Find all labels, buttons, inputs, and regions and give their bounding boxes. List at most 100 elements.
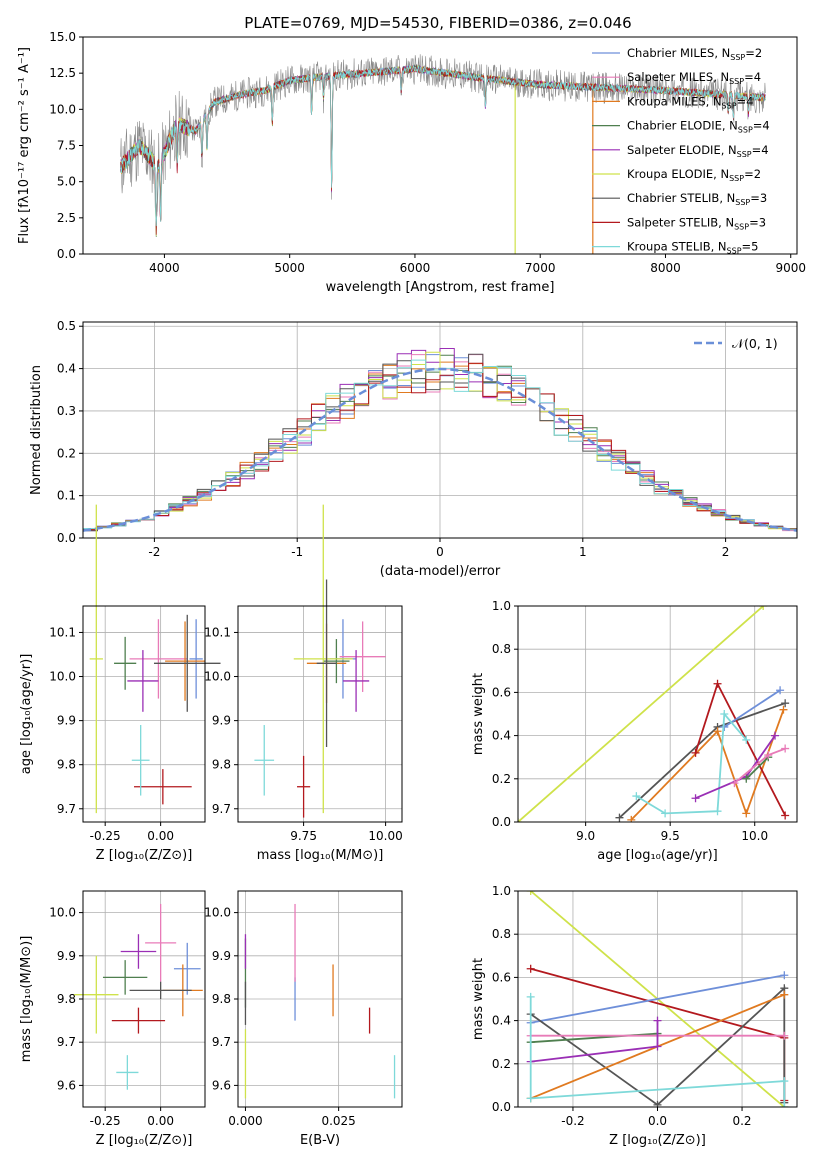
y-tick-label: 0.5 xyxy=(57,319,76,333)
x-tick-label: 9000 xyxy=(775,261,806,275)
errorbar-salpeter-stelib xyxy=(111,1007,166,1034)
x-tick-label: 7000 xyxy=(525,261,556,275)
errorbar-salpeter-miles xyxy=(339,621,386,692)
x-tick-label: 0.0 xyxy=(648,1114,667,1128)
errorbar-salpeter-miles xyxy=(129,619,188,699)
errorbar-chabrier-elodie xyxy=(323,639,350,684)
x-axis-label: wavelength [Angstrom, rest frame] xyxy=(326,280,555,295)
x-axis-label: Z [log₁₀(Z/Z⊙)] xyxy=(609,1133,706,1148)
x-axis-label: mass [log₁₀(M/M⊙)] xyxy=(257,848,384,863)
y-tick-label: 0.6 xyxy=(492,685,511,699)
series-marker xyxy=(742,735,751,744)
y-tick-label: 0.3 xyxy=(57,404,76,418)
series-chabrier-elodie xyxy=(745,756,769,780)
series-marker xyxy=(632,792,641,801)
x-tick-label: 0.00 xyxy=(147,829,174,843)
y-axis-label: age [log₁₀(age/yr)] xyxy=(19,654,34,775)
age-vs-mass-frame xyxy=(237,605,403,823)
x-tick-label: 0.00 xyxy=(147,1114,174,1128)
series-marker xyxy=(713,807,722,816)
x-tick-label: 0.000 xyxy=(228,1114,262,1128)
y-tick-label: 0.2 xyxy=(492,772,511,786)
y-tick-label: 9.8 xyxy=(212,758,231,772)
series-marker xyxy=(691,748,700,757)
series-marker xyxy=(780,971,789,980)
weight-vs-age-frame xyxy=(517,605,798,823)
x-tick-label: 0 xyxy=(436,545,444,559)
legend-entry: Chabrier ELODIE, NSSP=4 xyxy=(627,119,770,135)
x-axis-label: (data-model)/error xyxy=(380,564,501,579)
y-tick-label: 10.1 xyxy=(49,625,76,639)
series-marker xyxy=(653,1016,662,1025)
y-tick-label: 9.6 xyxy=(57,1078,76,1092)
errorbar-kroupa-elodie xyxy=(293,504,353,814)
series-kroupa-elodie xyxy=(518,606,764,822)
errorbar-chabrier-stelib xyxy=(129,981,192,999)
y-tick-label: 7.5 xyxy=(57,139,76,153)
errorbar-salpeter-miles xyxy=(145,903,177,982)
y-tick-label: 0.4 xyxy=(57,362,76,376)
y-tick-label: 10.0 xyxy=(204,670,231,684)
legend-entry: Salpeter MILES, NSSP=4 xyxy=(627,70,761,86)
y-axis-label: mass weight xyxy=(471,673,486,755)
x-tick-label: -0.2 xyxy=(561,1114,584,1128)
series-marker xyxy=(771,731,780,740)
weight-vs-age-axes: 9.0 9.5 10.0 0.0 0.2 0.4 0.6 0.8 1.0 age [log₁₀(a… xyxy=(471,599,798,863)
legend-entry: Chabrier STELIB, NSSP=3 xyxy=(627,191,767,207)
legend-entry: Kroupa STELIB, NSSP=5 xyxy=(627,240,758,256)
y-tick-label: 0.0 xyxy=(492,815,511,829)
x-tick-label: 4000 xyxy=(149,261,180,275)
residuals-axes: -2 -1 0 1 2 0.0 0.1 0.2 0.3 0.4 0.5 (data-model)/er… xyxy=(29,319,798,579)
y-tick-label: 0.0 xyxy=(57,247,76,261)
y-tick-label: 0.8 xyxy=(492,642,511,656)
legend-entry: Kroupa MILES, NSSP=4 xyxy=(627,94,753,110)
series-marker xyxy=(764,751,773,760)
y-tick-label: 1.0 xyxy=(492,599,511,613)
y-tick-label: 0.8 xyxy=(492,927,511,941)
x-tick-label: -1 xyxy=(291,545,303,559)
y-tick-label: 10.0 xyxy=(49,906,76,920)
x-tick-label: 9.75 xyxy=(290,829,317,843)
y-tick-label: 0.0 xyxy=(492,1100,511,1114)
age-vs-Z-frame xyxy=(82,605,206,823)
y-tick-label: 0.2 xyxy=(492,1057,511,1071)
y-tick-label: 0.0 xyxy=(57,531,76,545)
series-marker xyxy=(780,1077,789,1086)
y-tick-label: 10.1 xyxy=(204,625,231,639)
y-tick-label: 0.6 xyxy=(492,970,511,984)
y-tick-label: 9.9 xyxy=(212,949,231,963)
errorbar-kroupa-elodie xyxy=(89,504,103,814)
series-marker xyxy=(720,710,729,718)
series-marker xyxy=(779,705,788,714)
series-kroupa-stelib xyxy=(529,996,786,1107)
legend-entry: Salpeter STELIB, NSSP=3 xyxy=(627,215,766,231)
series-chabrier-miles xyxy=(530,974,785,1024)
series-marker xyxy=(653,1042,662,1051)
x-tick-label: 9.5 xyxy=(661,829,680,843)
y-tick-label: 5.0 xyxy=(57,175,76,189)
residuals-frame xyxy=(82,321,798,539)
series-marker xyxy=(526,1094,535,1103)
y-axis-label: Flux [fλ10⁻¹⁷ erg cm⁻² s⁻¹ A⁻¹] xyxy=(17,47,32,244)
mass-vs-Z-axes: -0.25 0.00 9.6 9.7 9.8 9.9 10.0 Z [log₁₀(Z/Z⊙)]… xyxy=(19,890,206,1148)
y-tick-label: 10.0 xyxy=(49,102,76,116)
y-tick-label: 2.5 xyxy=(57,211,76,225)
errorbar-salpeter-stelib xyxy=(297,755,311,818)
errorbar-chabrier-miles xyxy=(189,619,203,699)
y-tick-label: 9.6 xyxy=(212,1078,231,1092)
x-tick-label: -2 xyxy=(148,545,160,559)
weight-vs-Z-axes: -0.2 0.0 0.2 0.0 0.2 0.4 0.6 0.8 1.0 Z [log₁₀(Z/Z… xyxy=(471,884,798,1148)
series-marker xyxy=(713,727,722,736)
series-marker xyxy=(526,964,535,973)
series-marker xyxy=(780,1103,789,1107)
series-chabrier-stelib xyxy=(530,986,786,1106)
x-tick-label: -0.25 xyxy=(90,829,121,843)
gaussian-curve xyxy=(82,367,798,532)
age-vs-mass-axes: 9.75 10.00 9.7 9.8 9.9 10.0 10.1 mass [log₁₀(M/… xyxy=(204,504,403,863)
age-vs-Z-axes: -0.25 0.00 9.7 9.8 9.9 10.0 10.1 Z [log₁₀(Z/Z⊙)… xyxy=(19,504,221,863)
weight-vs-Z-frame xyxy=(517,890,798,1108)
errorbar-chabrier-elodie xyxy=(114,636,137,690)
errorbar-salpeter-elodie xyxy=(127,650,159,712)
x-tick-label: 8000 xyxy=(650,261,681,275)
